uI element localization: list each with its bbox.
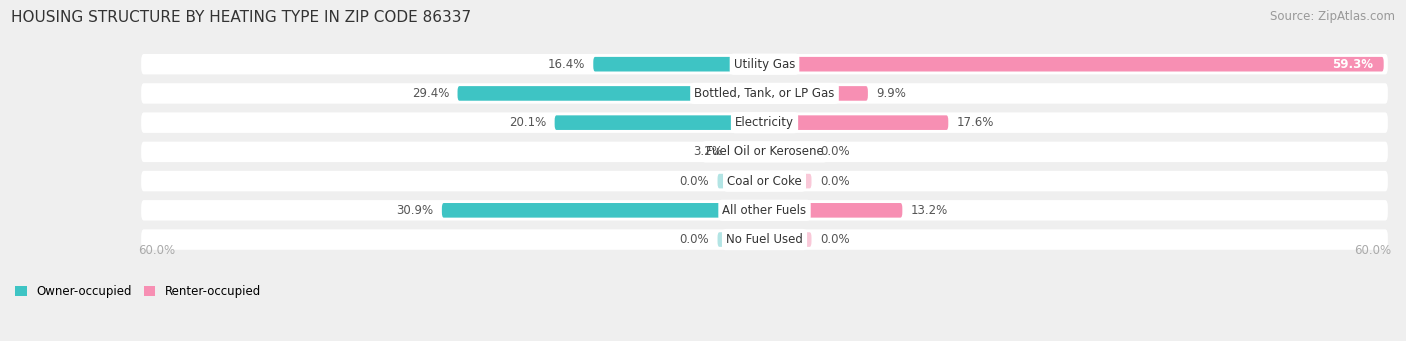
Text: 59.3%: 59.3% bbox=[1333, 58, 1374, 71]
FancyBboxPatch shape bbox=[141, 113, 1388, 133]
FancyBboxPatch shape bbox=[141, 229, 1388, 250]
Text: 0.0%: 0.0% bbox=[820, 233, 849, 246]
Text: 9.9%: 9.9% bbox=[876, 87, 905, 100]
Text: No Fuel Used: No Fuel Used bbox=[725, 233, 803, 246]
Text: 0.0%: 0.0% bbox=[679, 233, 709, 246]
Text: Bottled, Tank, or LP Gas: Bottled, Tank, or LP Gas bbox=[695, 87, 835, 100]
Text: 60.0%: 60.0% bbox=[138, 243, 176, 256]
FancyBboxPatch shape bbox=[765, 86, 868, 101]
Text: 60.0%: 60.0% bbox=[1354, 243, 1391, 256]
Text: Electricity: Electricity bbox=[735, 116, 794, 129]
Text: 13.2%: 13.2% bbox=[911, 204, 948, 217]
FancyBboxPatch shape bbox=[765, 145, 811, 159]
Text: Utility Gas: Utility Gas bbox=[734, 58, 796, 71]
Text: 29.4%: 29.4% bbox=[412, 87, 449, 100]
Text: 0.0%: 0.0% bbox=[820, 145, 849, 158]
FancyBboxPatch shape bbox=[141, 54, 1388, 74]
FancyBboxPatch shape bbox=[765, 174, 811, 189]
Text: Fuel Oil or Kerosene: Fuel Oil or Kerosene bbox=[706, 145, 824, 158]
FancyBboxPatch shape bbox=[717, 232, 765, 247]
FancyBboxPatch shape bbox=[141, 171, 1388, 191]
Text: 16.4%: 16.4% bbox=[547, 58, 585, 71]
FancyBboxPatch shape bbox=[441, 203, 765, 218]
FancyBboxPatch shape bbox=[765, 57, 1384, 72]
Text: 0.0%: 0.0% bbox=[820, 175, 849, 188]
Text: 0.0%: 0.0% bbox=[679, 175, 709, 188]
FancyBboxPatch shape bbox=[141, 200, 1388, 221]
FancyBboxPatch shape bbox=[457, 86, 765, 101]
FancyBboxPatch shape bbox=[731, 145, 765, 159]
Text: All other Fuels: All other Fuels bbox=[723, 204, 807, 217]
FancyBboxPatch shape bbox=[554, 115, 765, 130]
Text: Coal or Coke: Coal or Coke bbox=[727, 175, 801, 188]
FancyBboxPatch shape bbox=[765, 115, 948, 130]
Text: 3.2%: 3.2% bbox=[693, 145, 723, 158]
Text: 17.6%: 17.6% bbox=[956, 116, 994, 129]
FancyBboxPatch shape bbox=[593, 57, 765, 72]
Text: 20.1%: 20.1% bbox=[509, 116, 547, 129]
FancyBboxPatch shape bbox=[717, 174, 765, 189]
Text: HOUSING STRUCTURE BY HEATING TYPE IN ZIP CODE 86337: HOUSING STRUCTURE BY HEATING TYPE IN ZIP… bbox=[11, 10, 471, 25]
FancyBboxPatch shape bbox=[141, 83, 1388, 104]
FancyBboxPatch shape bbox=[765, 232, 811, 247]
Text: 30.9%: 30.9% bbox=[396, 204, 433, 217]
Legend: Owner-occupied, Renter-occupied: Owner-occupied, Renter-occupied bbox=[15, 285, 262, 298]
FancyBboxPatch shape bbox=[765, 203, 903, 218]
Text: Source: ZipAtlas.com: Source: ZipAtlas.com bbox=[1270, 10, 1395, 23]
FancyBboxPatch shape bbox=[141, 142, 1388, 162]
